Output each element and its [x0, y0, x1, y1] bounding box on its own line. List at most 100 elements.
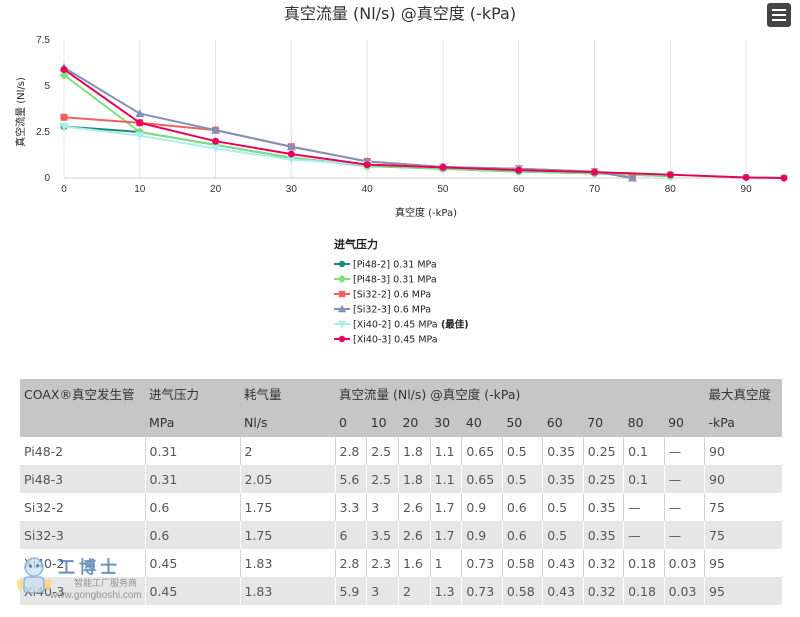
data-point — [60, 65, 68, 73]
table-cell: 0.6 — [145, 493, 241, 521]
series-4 — [59, 122, 789, 183]
table-cell: 0.32 — [583, 549, 625, 577]
unit-header-cell: 40 — [461, 408, 503, 437]
table-cell: 2.8 — [335, 549, 368, 577]
table-cell: 95 — [704, 577, 782, 605]
table-cell: 0.65 — [461, 465, 503, 493]
table-cell: 1.7 — [430, 521, 463, 549]
table-row: Xi40-2 0.45 1.83 2.8 2.3 1.6 1 0.73 0.58 0.43 0.32… — [20, 549, 782, 577]
table-cell: Xi40-2 — [20, 549, 146, 577]
data-point — [135, 132, 145, 141]
table-cell: 0.6 — [502, 493, 544, 521]
unit-header-cell: Nl/s — [240, 408, 335, 437]
unit-header-cell: 10 — [366, 408, 399, 437]
unit-header-cell — [20, 408, 145, 437]
legend-title: 进气压力 — [334, 237, 378, 251]
legend-item-5[interactable]: [Xi40-3] 0.45 MPa — [334, 335, 438, 346]
legend-badge: (最佳) — [438, 319, 469, 331]
table-cell: 0.5 — [542, 493, 584, 521]
unit-header-cell: -kPa — [704, 408, 782, 437]
data-point — [286, 142, 296, 151]
data-point — [286, 156, 296, 165]
legend-label: [Si32-2] 0.6 MPa — [353, 290, 431, 301]
table-cell: 0.6 — [145, 521, 241, 549]
x-tick-label: 40 — [362, 184, 374, 195]
table-row: Pi48-2 0.31 2 2.8 2.5 1.8 1.1 0.65 0.5 0.35 0.25 0.… — [20, 437, 782, 465]
col-header-max-vacuum: 最大真空度 — [704, 379, 782, 408]
table-cell: 3 — [366, 577, 399, 605]
table-cell: 3.3 — [335, 493, 368, 521]
table-cell: — — [623, 493, 665, 521]
chart-legend: 进气压力 [Pi48-2] 0.31 MPa [Pi48-3] 0.31 MPa [… — [334, 237, 469, 346]
legend-item-2[interactable]: [Si32-2] 0.6 MPa — [334, 290, 431, 301]
table-cell: 2.5 — [366, 465, 399, 493]
col-header-consumption: 耗气量 — [240, 379, 335, 408]
y-tick-label: 5 — [44, 81, 50, 92]
legend-item-1[interactable]: [Pi48-3] 0.31 MPa — [334, 275, 437, 286]
table-cell: 1.3 — [430, 577, 463, 605]
table-cell: — — [664, 437, 706, 465]
col-header-flow: 真空流量 (Nl/s) @真空度 (-kPa) — [335, 379, 705, 408]
table-cell: 0.58 — [502, 577, 544, 605]
table-cell: 90 — [704, 465, 782, 493]
table-cell: 1.75 — [240, 521, 336, 549]
table-cell: 1.7 — [430, 493, 463, 521]
data-point — [211, 145, 221, 154]
table-cell: 5.6 — [335, 465, 368, 493]
table-cell: 1.83 — [240, 577, 336, 605]
table-cell: 0.45 — [145, 577, 241, 605]
table-cell: 0.43 — [542, 549, 584, 577]
table-cell: 3 — [366, 493, 399, 521]
legend-item-4[interactable]: [Xi40-2] 0.45 MPa (最佳) — [334, 319, 469, 331]
table-cell: 0.9 — [461, 521, 503, 549]
table-cell: 0.9 — [461, 493, 503, 521]
series-5 — [60, 65, 788, 182]
table-cell: 2.8 — [335, 437, 368, 465]
table-cell: 1.8 — [398, 465, 431, 493]
table-cell: Pi48-2 — [20, 437, 146, 465]
col-header-pressure: 进气压力 — [145, 379, 240, 408]
legend-item-0[interactable]: [Pi48-2] 0.31 MPa — [334, 260, 437, 271]
spec-table: COAX®真空发生管 进气压力 耗气量 真空流量 (Nl/s) @真空度 (-k… — [20, 379, 782, 605]
legend-label: [Pi48-2] 0.31 MPa — [353, 260, 437, 271]
table-cell: 0.6 — [502, 521, 544, 549]
legend-label: [Xi40-3] 0.45 MPa — [353, 335, 438, 346]
chart-series — [59, 63, 789, 183]
data-point — [60, 113, 68, 121]
table-unit-row: MPa Nl/s 0 10 20 30 40 50 60 70 80 90 -kPa — [20, 408, 782, 437]
table-cell: 0.03 — [664, 577, 706, 605]
table-cell: Pi48-3 — [20, 465, 146, 493]
legend-item-3[interactable]: [Si32-3] 0.6 MPa — [334, 305, 431, 316]
x-tick-label: 10 — [134, 184, 146, 195]
table-cell: 1.1 — [430, 437, 463, 465]
legend-marker — [338, 335, 346, 343]
data-point — [135, 109, 145, 118]
x-tick-label: 50 — [437, 184, 449, 195]
table-cell: 2.5 — [366, 437, 399, 465]
legend-label: [Pi48-3] 0.31 MPa — [353, 275, 437, 286]
table-cell: 0.35 — [542, 465, 584, 493]
table-cell: 75 — [709, 499, 725, 515]
y-tick-label: 2.5 — [36, 127, 50, 138]
table-cell: — — [664, 465, 706, 493]
x-tick-label: 30 — [286, 184, 298, 195]
data-point — [363, 161, 371, 169]
table-cell: 6 — [335, 521, 368, 549]
y-tick-label: 7.5 — [36, 35, 50, 46]
unit-header-cell: 70 — [583, 408, 624, 437]
data-point — [59, 122, 69, 131]
table-row: Pi48-3 0.31 2.05 5.6 2.5 1.8 1.1 0.65 0.5 0.35 0.2… — [20, 465, 782, 493]
data-point — [212, 137, 220, 145]
table-cell: 0.43 — [542, 577, 584, 605]
table-cell: — — [664, 493, 706, 521]
table-cell: 1.8 — [398, 437, 431, 465]
chart-menu-button[interactable] — [767, 3, 791, 27]
table-cell: 5.9 — [335, 577, 368, 605]
unit-header-cell: MPa — [145, 408, 240, 437]
table-cell: 0.73 — [461, 577, 503, 605]
unit-header-cell: 80 — [623, 408, 665, 437]
x-tick-label: 60 — [513, 184, 525, 195]
unit-header-cell: 30 — [430, 408, 462, 437]
table-cell: 0.65 — [461, 437, 503, 465]
table-row: Xi40-3 0.45 1.83 5.9 3 2 1.3 0.73 0.58 0.43 0.32 0.… — [20, 577, 782, 605]
